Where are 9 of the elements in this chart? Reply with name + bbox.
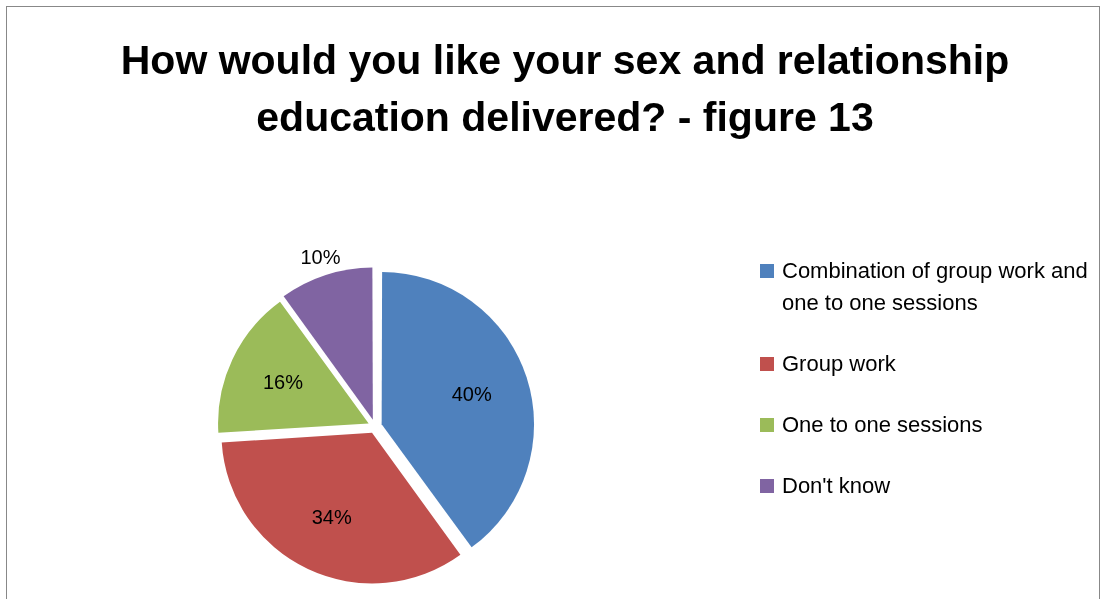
legend-label: Don't know [782,473,891,498]
legend-label: Group work [782,351,896,376]
legend-label: One to one sessions [782,412,983,437]
data-label: 16% [263,370,304,393]
data-label: 34% [311,506,352,528]
data-label: 10% [300,246,341,269]
legend-label: Combination of group work and one to one sessions [782,258,1088,315]
chart-title: How would you like your sex and relationship education delivered? - figure 13 [119,36,1011,142]
data-label: 40% [451,382,492,405]
